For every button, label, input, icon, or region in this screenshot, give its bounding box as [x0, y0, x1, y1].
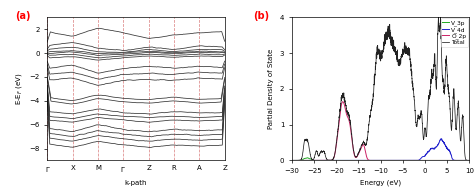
Y-axis label: Partial Density of State: Partial Density of State [268, 49, 274, 129]
V_3p [304, 157, 310, 159]
Line: V_4d: V_4d [292, 139, 469, 160]
Total [289, 159, 295, 162]
V_4d [365, 159, 371, 162]
V_3p [444, 159, 450, 162]
O_2p [289, 159, 295, 162]
V_3p [466, 159, 472, 162]
X-axis label: k-path: k-path [125, 180, 147, 186]
Y-axis label: E-E$_F$ (eV): E-E$_F$ (eV) [14, 72, 24, 105]
Total [320, 151, 326, 153]
V_3p [320, 159, 326, 162]
V_4d [310, 159, 315, 162]
Total [444, 63, 449, 65]
V_4d [289, 159, 295, 162]
O_2p [357, 150, 363, 152]
O_2p [340, 100, 346, 103]
V_3p [357, 159, 363, 162]
Total [365, 134, 371, 137]
V_4d [357, 159, 363, 162]
Line: V_3p: V_3p [292, 158, 469, 160]
Total [310, 159, 315, 161]
O_2p [365, 158, 371, 160]
O_2p [444, 159, 449, 162]
V_4d [320, 159, 326, 162]
Total [463, 158, 469, 161]
V_4d [444, 147, 449, 150]
Total [357, 149, 363, 151]
V_3p [365, 159, 371, 162]
Legend: V_3p, V_4d, O_2p, Total: V_3p, V_4d, O_2p, Total [441, 18, 468, 47]
V_4d [438, 138, 444, 140]
V_3p [310, 159, 315, 161]
O_2p [466, 159, 472, 162]
O_2p [310, 159, 315, 162]
V_4d [463, 159, 469, 162]
Text: (b): (b) [253, 11, 269, 21]
V_3p [356, 159, 362, 162]
V_3p [463, 159, 469, 162]
O_2p [463, 159, 469, 162]
Text: (a): (a) [16, 11, 31, 21]
Line: Total: Total [292, 13, 469, 160]
Line: O_2p: O_2p [292, 102, 469, 160]
Total [466, 159, 472, 162]
X-axis label: Energy (eV): Energy (eV) [360, 180, 401, 186]
O_2p [320, 159, 326, 162]
Total [438, 11, 443, 14]
V_4d [466, 159, 472, 162]
V_3p [289, 159, 295, 162]
